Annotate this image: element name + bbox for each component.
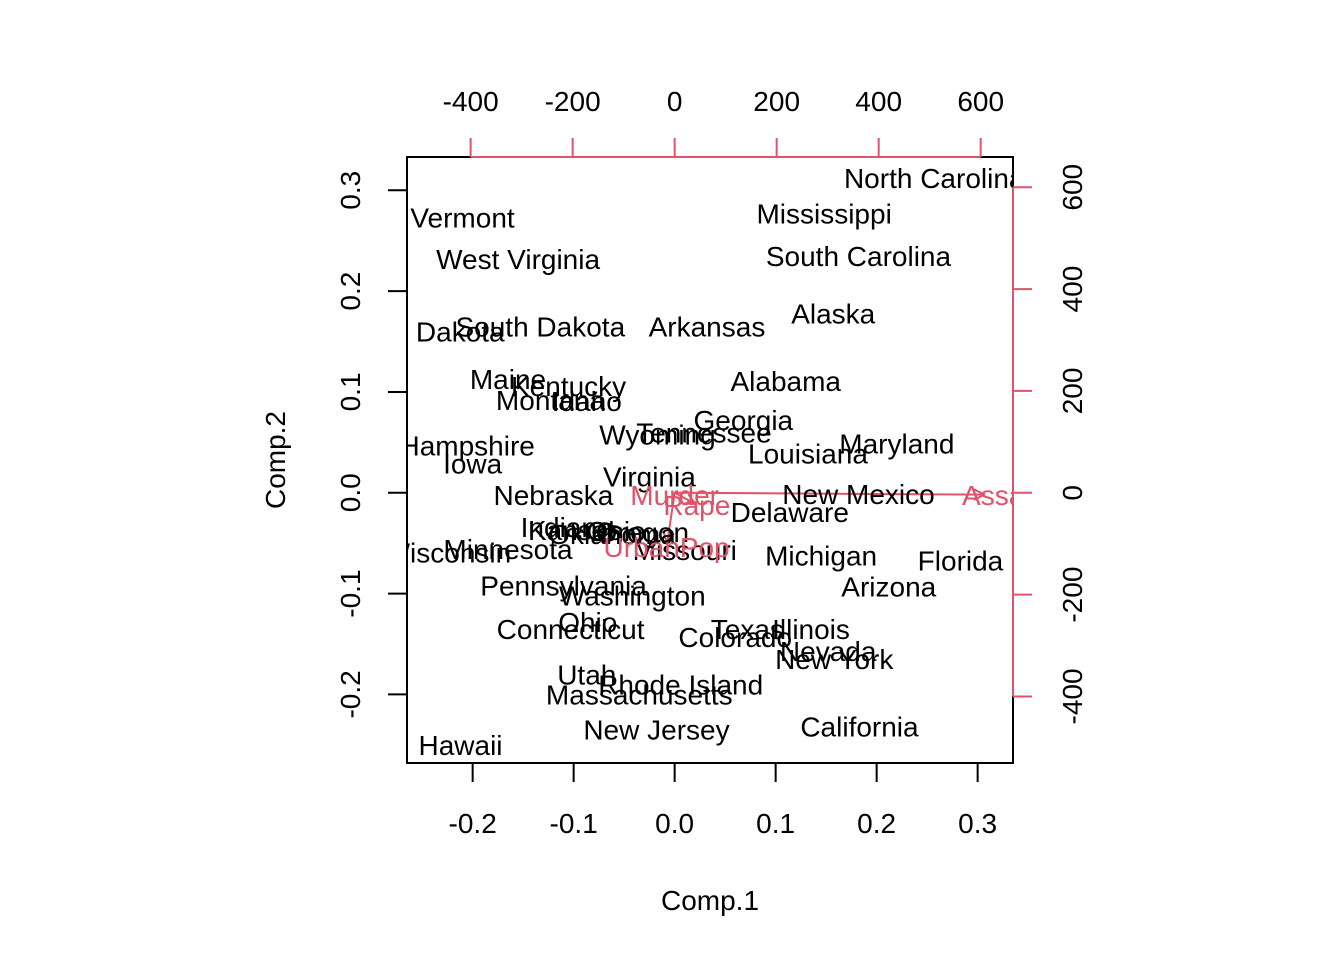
state-label: South Dakota: [455, 311, 625, 342]
state-label: Connecticut: [497, 614, 645, 645]
right-tick-label: 0: [1057, 485, 1088, 501]
state-label: Tennessee: [636, 417, 771, 448]
state-label: Alaska: [791, 298, 875, 329]
loading-arrowhead: [662, 531, 669, 544]
y-tick-label: 0.0: [335, 473, 366, 512]
score-labels: North Carolina Mississippi Vermont West Vir…: [336, 163, 1025, 761]
state-label: Arkansas: [649, 311, 766, 342]
state-label: Rhode Island: [598, 669, 763, 700]
state-label: Nevada: [780, 636, 877, 667]
state-label: New Jersey: [583, 715, 729, 746]
state-label: Montana: [496, 385, 605, 416]
loading-arrow: [674, 491, 985, 496]
loading-label: Murder: [630, 480, 719, 511]
loading-arrowhead: [666, 532, 675, 544]
top-axis: -400 -200 0 200 400 600: [443, 86, 1004, 158]
state-label: Utah: [557, 659, 616, 690]
x-tick-label: -0.2: [449, 808, 497, 839]
state-label: Kansas: [528, 515, 621, 546]
state-label: Missouri: [633, 535, 737, 566]
state-label: Louisiana: [748, 438, 868, 469]
loading-arrowhead: [687, 493, 697, 505]
state-label: Florida: [918, 545, 1004, 576]
state-label: Nebraska: [494, 480, 614, 511]
state-label: Ohio: [586, 516, 645, 547]
state-label: Wyoming: [599, 419, 715, 450]
loading-label: Rape: [663, 490, 730, 521]
state-label: Colorado: [678, 622, 792, 653]
y-tick-label: -0.1: [335, 569, 366, 617]
bottom-axis: -0.2 -0.1 0.0 0.1 0.2 0.3: [449, 762, 997, 839]
state-label: Illinois: [772, 614, 850, 645]
loading-arrow: [666, 492, 676, 544]
state-label: Idaho: [552, 386, 622, 417]
x-tick-label: 0.1: [756, 808, 795, 839]
state-label: Michigan: [765, 540, 877, 571]
top-tick-label: 600: [957, 86, 1004, 117]
right-tick-label: 600: [1057, 164, 1088, 211]
state-label: Kentucky: [511, 371, 626, 402]
right-tick-label: -400: [1057, 668, 1088, 724]
state-label: Massachusetts: [546, 679, 733, 710]
state-label: Iowa: [443, 449, 503, 480]
state-label: Wisconsin: [384, 537, 512, 568]
state-label: Texas: [711, 614, 784, 645]
state-label: New Hampshire: [336, 430, 535, 461]
state-label: New Mexico: [782, 479, 934, 510]
state-label: North Carolina: [844, 163, 1025, 194]
state-label: Delaware: [731, 497, 849, 528]
x-tick-label: 0.2: [857, 808, 896, 839]
loading-arrows: [662, 488, 986, 544]
x-tick-label: 0.3: [958, 808, 997, 839]
loading-labels: Murder Assault Rape UrbanPop: [604, 480, 1054, 563]
state-label: Alabama: [730, 366, 841, 397]
loading-label: UrbanPop: [604, 532, 730, 563]
top-tick-label: 0: [667, 86, 683, 117]
state-label: Georgia: [694, 405, 794, 436]
top-tick-label: -200: [545, 86, 601, 117]
loading-arrowhead: [973, 488, 986, 496]
y-axis-title: Comp.2: [260, 411, 291, 509]
loading-arrowhead: [973, 493, 986, 501]
y-tick-label: 0.3: [335, 171, 366, 210]
state-label: Minnesota: [443, 534, 573, 565]
state-label: Virginia: [603, 462, 696, 493]
top-tick-label: -400: [443, 86, 499, 117]
state-label: West Virginia: [436, 244, 600, 275]
state-label: Ohio: [558, 607, 617, 638]
x-tick-label: 0.0: [655, 808, 694, 839]
state-label: Washington: [559, 581, 706, 612]
x-tick-label: -0.1: [550, 808, 598, 839]
state-label: Arizona: [841, 572, 936, 603]
state-label: North Dakota: [340, 316, 505, 347]
state-label: Oregon: [596, 517, 689, 548]
state-label: California: [800, 712, 919, 743]
loading-arrow: [674, 491, 696, 505]
y-tick-label: 0.1: [335, 372, 366, 411]
right-tick-label: 200: [1057, 368, 1088, 415]
top-tick-label: 400: [855, 86, 902, 117]
left-axis: -0.2 -0.1 0.0 0.1 0.2 0.3: [335, 171, 408, 719]
loading-arrowhead: [683, 502, 696, 506]
state-label: Mississippi: [756, 198, 891, 229]
right-tick-label: 400: [1057, 266, 1088, 313]
right-axis: -400 -200 0 200 400 600: [1012, 164, 1088, 724]
state-label: Vermont: [410, 202, 514, 233]
state-label: Indiana: [521, 512, 613, 543]
state-label: Maine: [470, 364, 546, 395]
y-tick-label: -0.2: [335, 670, 366, 718]
state-label: South Carolina: [766, 241, 952, 272]
top-tick-label: 200: [753, 86, 800, 117]
state-label: Maryland: [839, 428, 954, 459]
state-label: Pennsylvania: [480, 571, 647, 602]
right-tick-label: -200: [1057, 567, 1088, 623]
state-label: Hawaii: [419, 730, 503, 761]
state-label: Oklahoma: [548, 519, 676, 550]
state-label: New York: [775, 644, 894, 675]
y-tick-label: 0.2: [335, 272, 366, 311]
loading-label: Assault: [962, 480, 1054, 511]
x-axis-title: Comp.1: [661, 885, 759, 916]
